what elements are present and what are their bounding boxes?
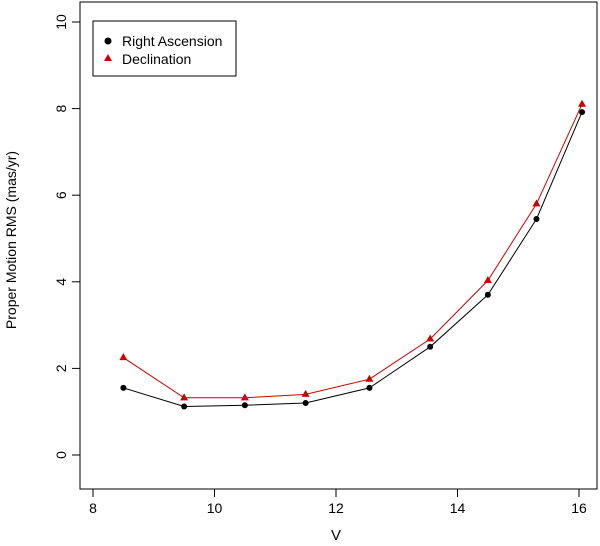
- y-axis-label: Proper Motion RMS (mas/yr): [3, 151, 19, 329]
- data-point-declination: [365, 374, 374, 382]
- y-tick-label: 4: [53, 278, 69, 286]
- data-point-declination: [532, 199, 541, 207]
- legend-marker-right-ascension: [104, 37, 112, 45]
- data-point-declination: [180, 393, 189, 401]
- data-point-right-ascension: [241, 402, 248, 409]
- data-point-right-ascension: [533, 216, 540, 223]
- data-point-declination: [119, 353, 128, 361]
- data-point-right-ascension: [579, 109, 586, 116]
- y-tick-label: 10: [53, 14, 69, 30]
- x-tick-label: 8: [89, 500, 97, 516]
- data-point-right-ascension: [366, 384, 373, 391]
- series-line-declination: [123, 104, 583, 399]
- data-point-declination: [301, 389, 310, 397]
- y-tick-label: 6: [53, 191, 69, 199]
- y-tick-label: 0: [53, 451, 69, 459]
- x-axis: 8 10 12 14 16: [89, 488, 587, 516]
- series-layer: [119, 99, 587, 410]
- data-point-declination: [483, 276, 492, 284]
- legend-label-right-ascension: Right Ascension: [122, 33, 222, 49]
- data-point-right-ascension: [302, 400, 309, 407]
- data-point-declination: [578, 99, 587, 107]
- y-axis: 0 2 4 6 8 10: [53, 14, 81, 459]
- legend: Right Ascension Declination: [92, 20, 237, 77]
- legend-box: [92, 20, 237, 77]
- data-point-right-ascension: [120, 384, 127, 391]
- legend-label-declination: Declination: [122, 51, 191, 67]
- x-tick-label: 10: [207, 500, 223, 516]
- x-tick-label: 12: [328, 500, 344, 516]
- data-point-right-ascension: [181, 403, 188, 410]
- x-tick-label: 14: [450, 500, 466, 516]
- x-axis-label: V: [331, 527, 341, 544]
- series-line-right-ascension: [123, 111, 583, 408]
- data-point-right-ascension: [427, 343, 434, 350]
- y-tick-label: 2: [53, 364, 69, 372]
- legend-marker-declination: [104, 54, 112, 61]
- data-point-right-ascension: [484, 291, 491, 298]
- y-tick-label: 8: [53, 104, 69, 112]
- data-point-declination: [240, 393, 249, 401]
- x-tick-label: 16: [571, 500, 587, 516]
- data-point-declination: [426, 334, 435, 342]
